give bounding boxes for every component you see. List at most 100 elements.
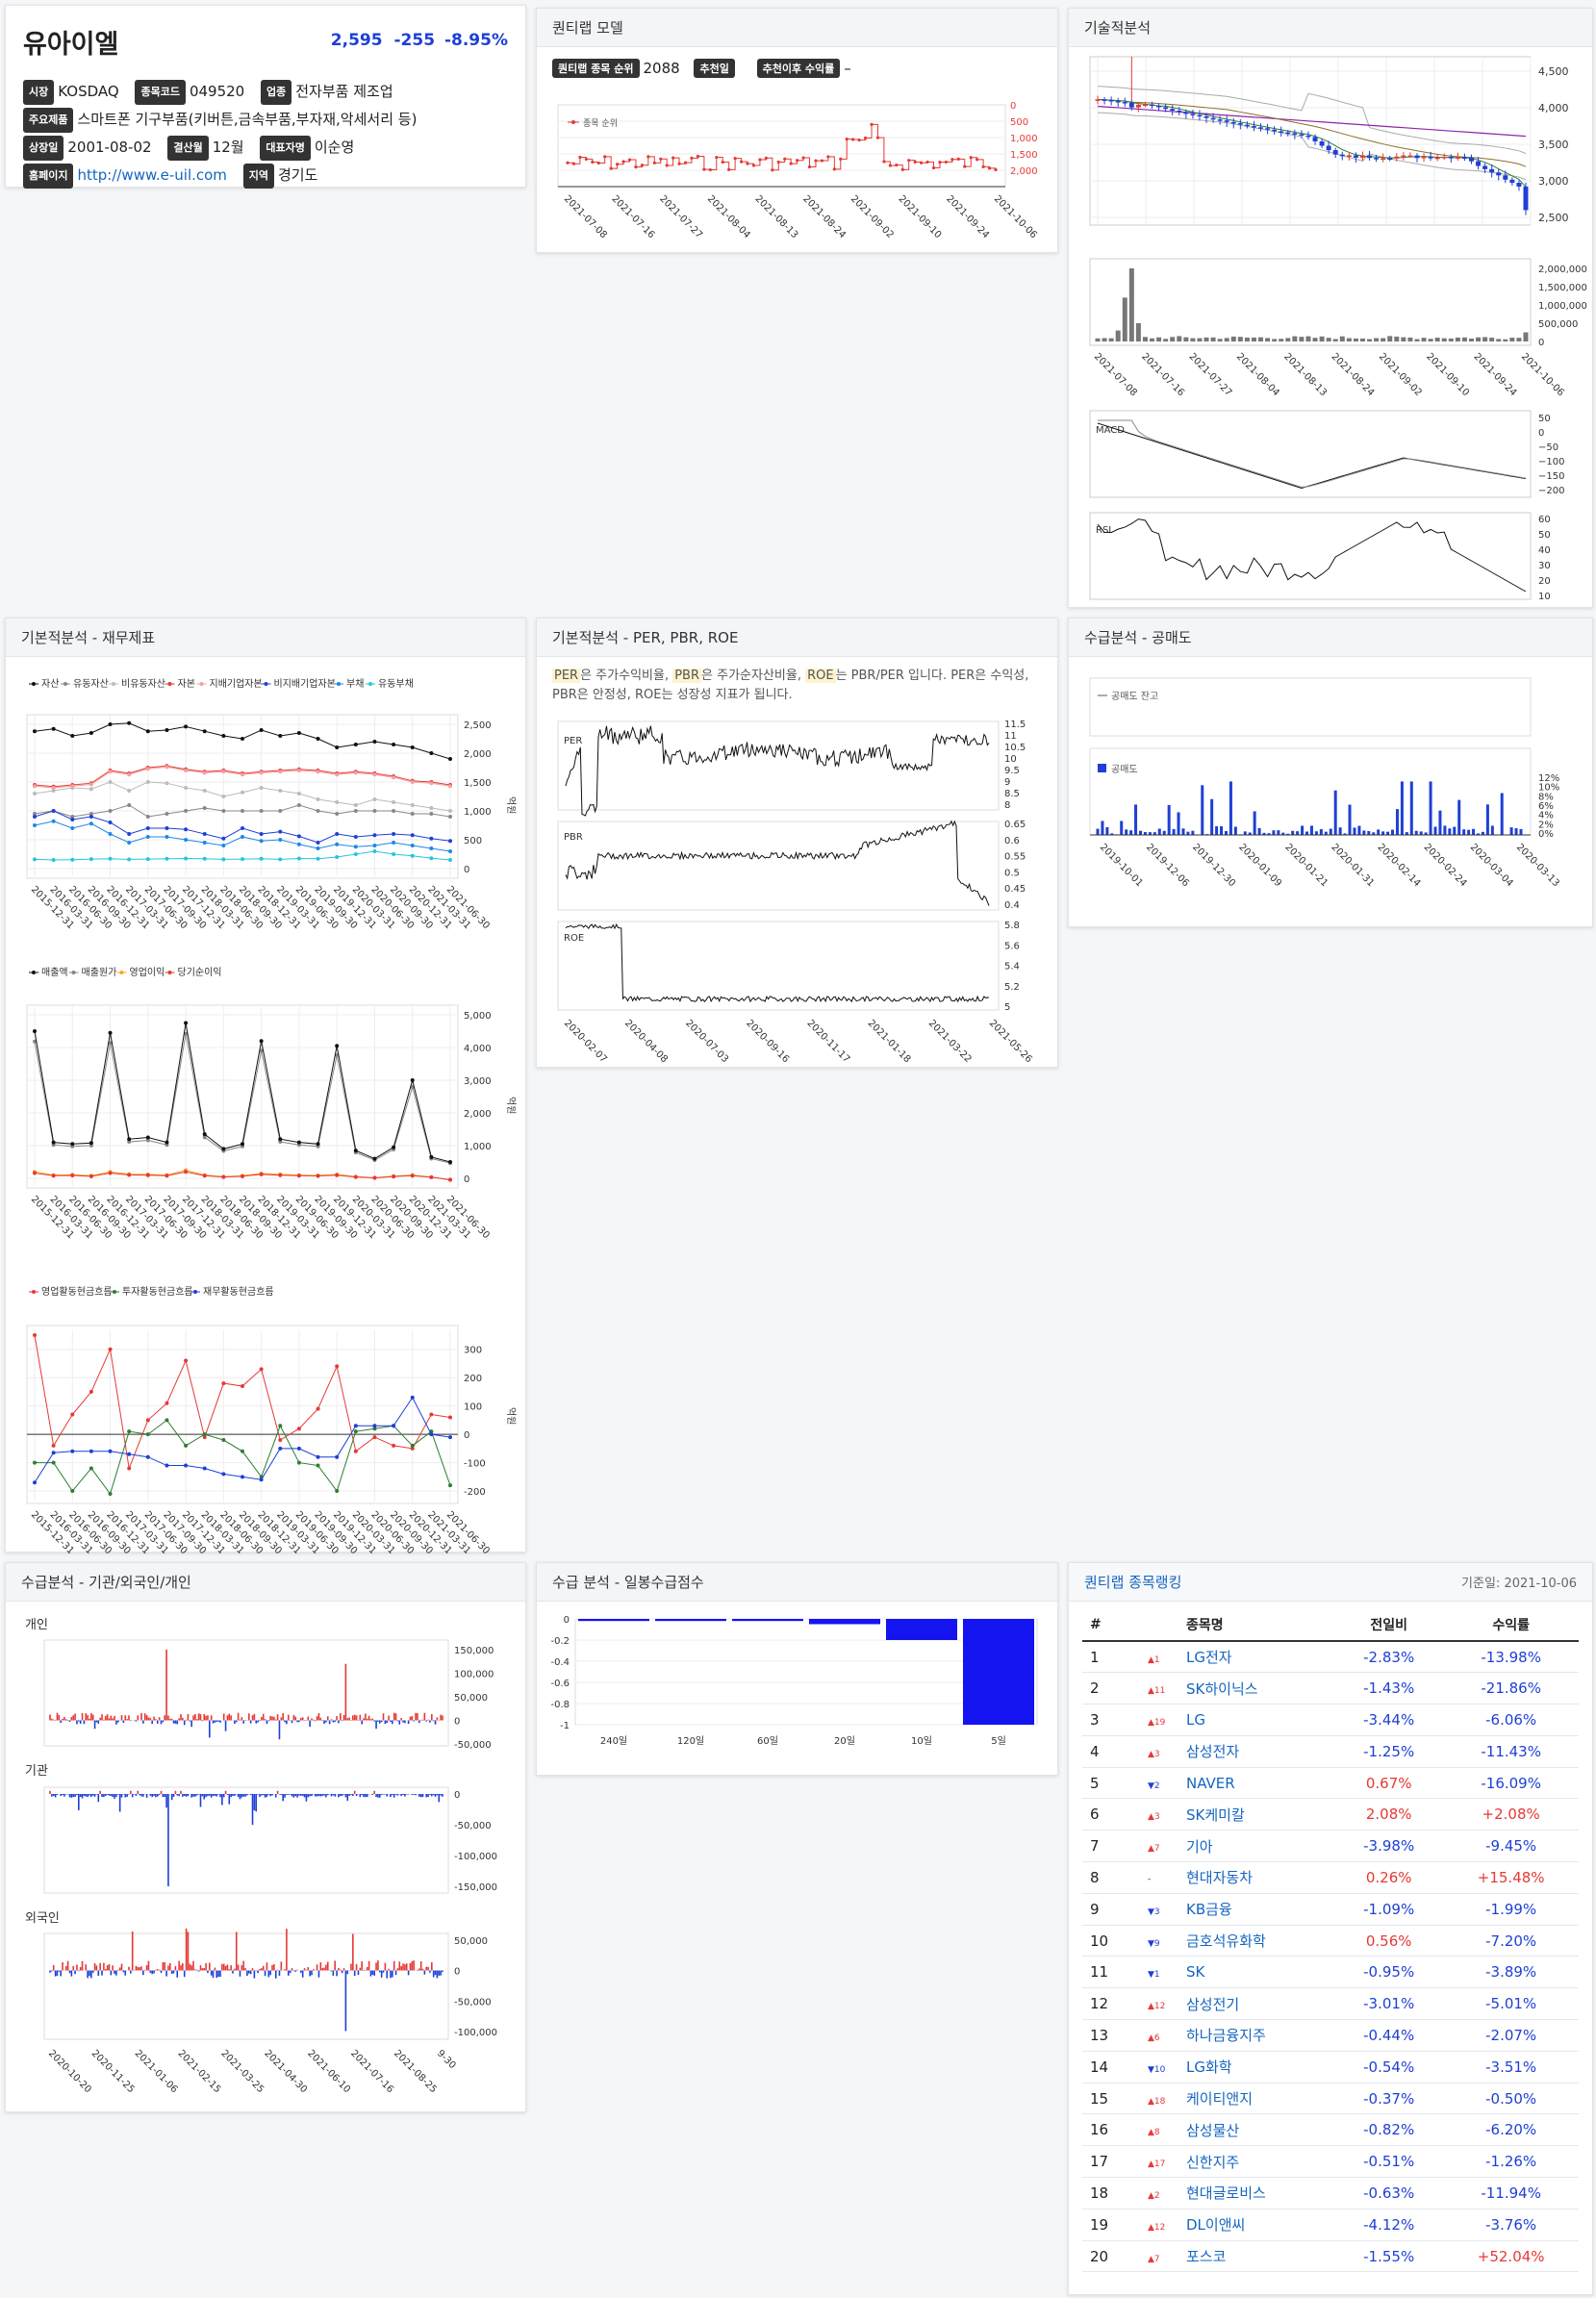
revenue-point — [51, 1140, 56, 1145]
return-value: -13.98% — [1443, 1641, 1579, 1674]
flow-bar — [156, 1720, 159, 1724]
stock-name-link[interactable]: LG전자 — [1186, 1649, 1232, 1667]
stock-name-link[interactable]: 현대글로비스 — [1186, 2184, 1266, 2203]
fundamental-chart: 자산 유동자산 비유동자산 자본 지배기업자본 비지배기업자본 부채 유동부채 2,5002,… — [26, 677, 517, 1553]
balance-sheet-point — [410, 812, 415, 816]
table-row[interactable]: 9 ▼3 KB금융 -1.09% -1.99% — [1082, 1893, 1579, 1926]
table-row[interactable]: 7 ▲7 기아 -3.98% -9.45% — [1082, 1830, 1579, 1863]
short-volume-bar — [1291, 830, 1295, 835]
stock-name-link[interactable]: 현대자동차 — [1186, 1869, 1254, 1887]
homepage-link[interactable]: http://www.e-uil.com — [77, 166, 227, 184]
stock-link[interactable]: 신한지주 — [1178, 2145, 1335, 2179]
stock-name-link[interactable]: LG — [1186, 1710, 1205, 1729]
stock-link[interactable]: 삼성전기 — [1178, 1987, 1335, 2021]
stock-name-link[interactable]: 신한지주 — [1186, 2153, 1240, 2171]
stock-name-link[interactable]: DL이앤씨 — [1186, 2216, 1246, 2235]
stock-link[interactable]: LG전자 — [1178, 1641, 1335, 1674]
stock-link[interactable]: 삼성물산 — [1178, 2113, 1335, 2147]
stock-link[interactable]: SK — [1178, 1956, 1335, 1989]
card-header: 기본적분석 - PER, PBR, ROE — [537, 619, 1057, 657]
table-row[interactable]: 11 ▼1 SK -0.95% -3.89% — [1082, 1956, 1579, 1989]
stock-link[interactable]: 기아 — [1178, 1830, 1335, 1863]
table-row[interactable]: 6 ▲3 SK케미칼 2.08% +2.08% — [1082, 1798, 1579, 1831]
table-row[interactable]: 4 ▲3 삼성전자 -1.25% -11.43% — [1082, 1735, 1579, 1768]
stock-link[interactable]: 케이티앤지 — [1178, 2083, 1335, 2115]
stock-link[interactable]: LG화학 — [1178, 2051, 1335, 2083]
table-row[interactable]: 16 ▲8 삼성물산 -0.82% -6.20% — [1082, 2113, 1579, 2147]
stock-link[interactable]: NAVER — [1178, 1767, 1335, 1800]
stock-name-link[interactable]: LG화학 — [1186, 2058, 1232, 2077]
stock-name-link[interactable]: 기아 — [1186, 1837, 1213, 1856]
stock-name-link[interactable]: SK하이닉스 — [1186, 1679, 1258, 1698]
flow-bar — [170, 1718, 173, 1721]
y-tick-label: 1,000 — [464, 1142, 492, 1152]
stock-name-link[interactable]: 삼성전자 — [1186, 1743, 1240, 1761]
flow-bar — [382, 1794, 385, 1795]
flow-bar — [106, 1965, 109, 1971]
table-row[interactable]: 12 ▲12 삼성전기 -3.01% -5.01% — [1082, 1987, 1579, 2021]
stock-link[interactable]: SK케미칼 — [1178, 1798, 1335, 1831]
stock-link[interactable]: KB금융 — [1178, 1893, 1335, 1926]
table-row[interactable]: 14 ▼10 LG화학 -0.54% -3.51% — [1082, 2051, 1579, 2083]
flow-bar — [344, 1663, 347, 1721]
table-row[interactable]: 15 ▲18 케이티앤지 -0.37% -0.50% — [1082, 2083, 1579, 2115]
flow-bar — [284, 1969, 286, 1971]
candle-body — [1150, 104, 1155, 107]
stock-name-link[interactable]: 케이티앤지 — [1186, 2090, 1254, 2109]
flow-bar — [255, 1720, 258, 1724]
stock-name-link[interactable]: 하나금융지주 — [1186, 2027, 1266, 2045]
flow-bar — [95, 1794, 98, 1795]
volume-bar — [1142, 337, 1148, 341]
stock-link[interactable]: 현대자동차 — [1178, 1861, 1335, 1894]
stock-name-link[interactable]: 포스코 — [1186, 2248, 1227, 2266]
stock-name-link[interactable]: NAVER — [1186, 1774, 1235, 1792]
table-row[interactable]: 5 ▼2 NAVER 0.67% -16.09% — [1082, 1767, 1579, 1800]
flow-bar — [303, 1794, 306, 1798]
table-row[interactable]: 10 ▼9 금호석유화학 0.56% -7.20% — [1082, 1925, 1579, 1957]
date-tick-label: 2021-03-22 — [926, 1018, 974, 1065]
flow-bar — [326, 1961, 329, 1971]
table-row[interactable]: 2 ▲11 SK하이닉스 -1.43% -21.86% — [1082, 1672, 1579, 1705]
table-row[interactable]: 18 ▲2 현대글로비스 -0.63% -11.94% — [1082, 2177, 1579, 2210]
stock-link[interactable]: 삼성전자 — [1178, 1735, 1335, 1768]
stock-name-link[interactable]: SK — [1186, 1963, 1205, 1982]
table-row[interactable]: 8- 현대자동차 0.26% +15.48% — [1082, 1861, 1579, 1894]
flow-bar — [164, 1794, 166, 1798]
stock-name-link[interactable]: SK케미칼 — [1186, 1806, 1245, 1824]
stock-link[interactable]: 포스코 — [1178, 2240, 1335, 2273]
rank-point — [571, 162, 576, 165]
stock-name-link[interactable]: 금호석유화학 — [1186, 1932, 1266, 1951]
table-row[interactable]: 1 ▲1 LG전자 -2.83% -13.98% — [1082, 1641, 1579, 1674]
candle-body — [1217, 119, 1223, 121]
flow-bar — [97, 1970, 100, 1977]
stock-name-link[interactable]: 삼성물산 — [1186, 2121, 1240, 2139]
flow-bar — [292, 1794, 295, 1798]
stock-link[interactable]: LG — [1178, 1704, 1335, 1736]
y-tick-label: 3,500 — [1538, 139, 1569, 151]
date-tick-label: 2019-12-06 — [1144, 842, 1191, 889]
stock-name-link[interactable]: 삼성전기 — [1186, 1995, 1240, 2013]
stock-link[interactable]: 현대글로비스 — [1178, 2177, 1335, 2210]
financing-cashflow-point — [392, 1424, 396, 1428]
candle-body — [1285, 132, 1291, 135]
rank-point — [969, 156, 973, 160]
legend-entry: 유동자산 — [73, 678, 109, 690]
rank-point — [807, 164, 812, 169]
table-row[interactable]: 19 ▲12 DL이앤씨 -4.12% -3.76% — [1082, 2209, 1579, 2241]
stock-link[interactable]: 금호석유화학 — [1178, 1925, 1335, 1957]
net-income-point — [353, 1174, 358, 1179]
stock-link[interactable]: DL이앤씨 — [1178, 2209, 1335, 2241]
table-row[interactable]: 3 ▲19 LG -3.44% -6.06% — [1082, 1704, 1579, 1736]
stock-name-link[interactable]: KB금융 — [1186, 1901, 1232, 1919]
stock-link[interactable]: SK하이닉스 — [1178, 1672, 1335, 1705]
candle-body — [1509, 179, 1515, 184]
volume-bar — [1496, 339, 1502, 341]
flow-bar — [365, 1794, 367, 1798]
table-row[interactable]: 13 ▲6 하나금융지주 -0.44% -2.07% — [1082, 2019, 1579, 2052]
stock-link[interactable]: 하나금융지주 — [1178, 2019, 1335, 2052]
flow-bar — [201, 1794, 204, 1797]
card-title: 기술적분석 — [1084, 19, 1152, 37]
table-row[interactable]: 17 ▲17 신한지주 -0.51% -1.26% — [1082, 2145, 1579, 2179]
date-tick-label: 2021-01-06 — [133, 2048, 180, 2095]
table-row[interactable]: 20 ▲7 포스코 -1.55% +52.04% — [1082, 2240, 1579, 2273]
